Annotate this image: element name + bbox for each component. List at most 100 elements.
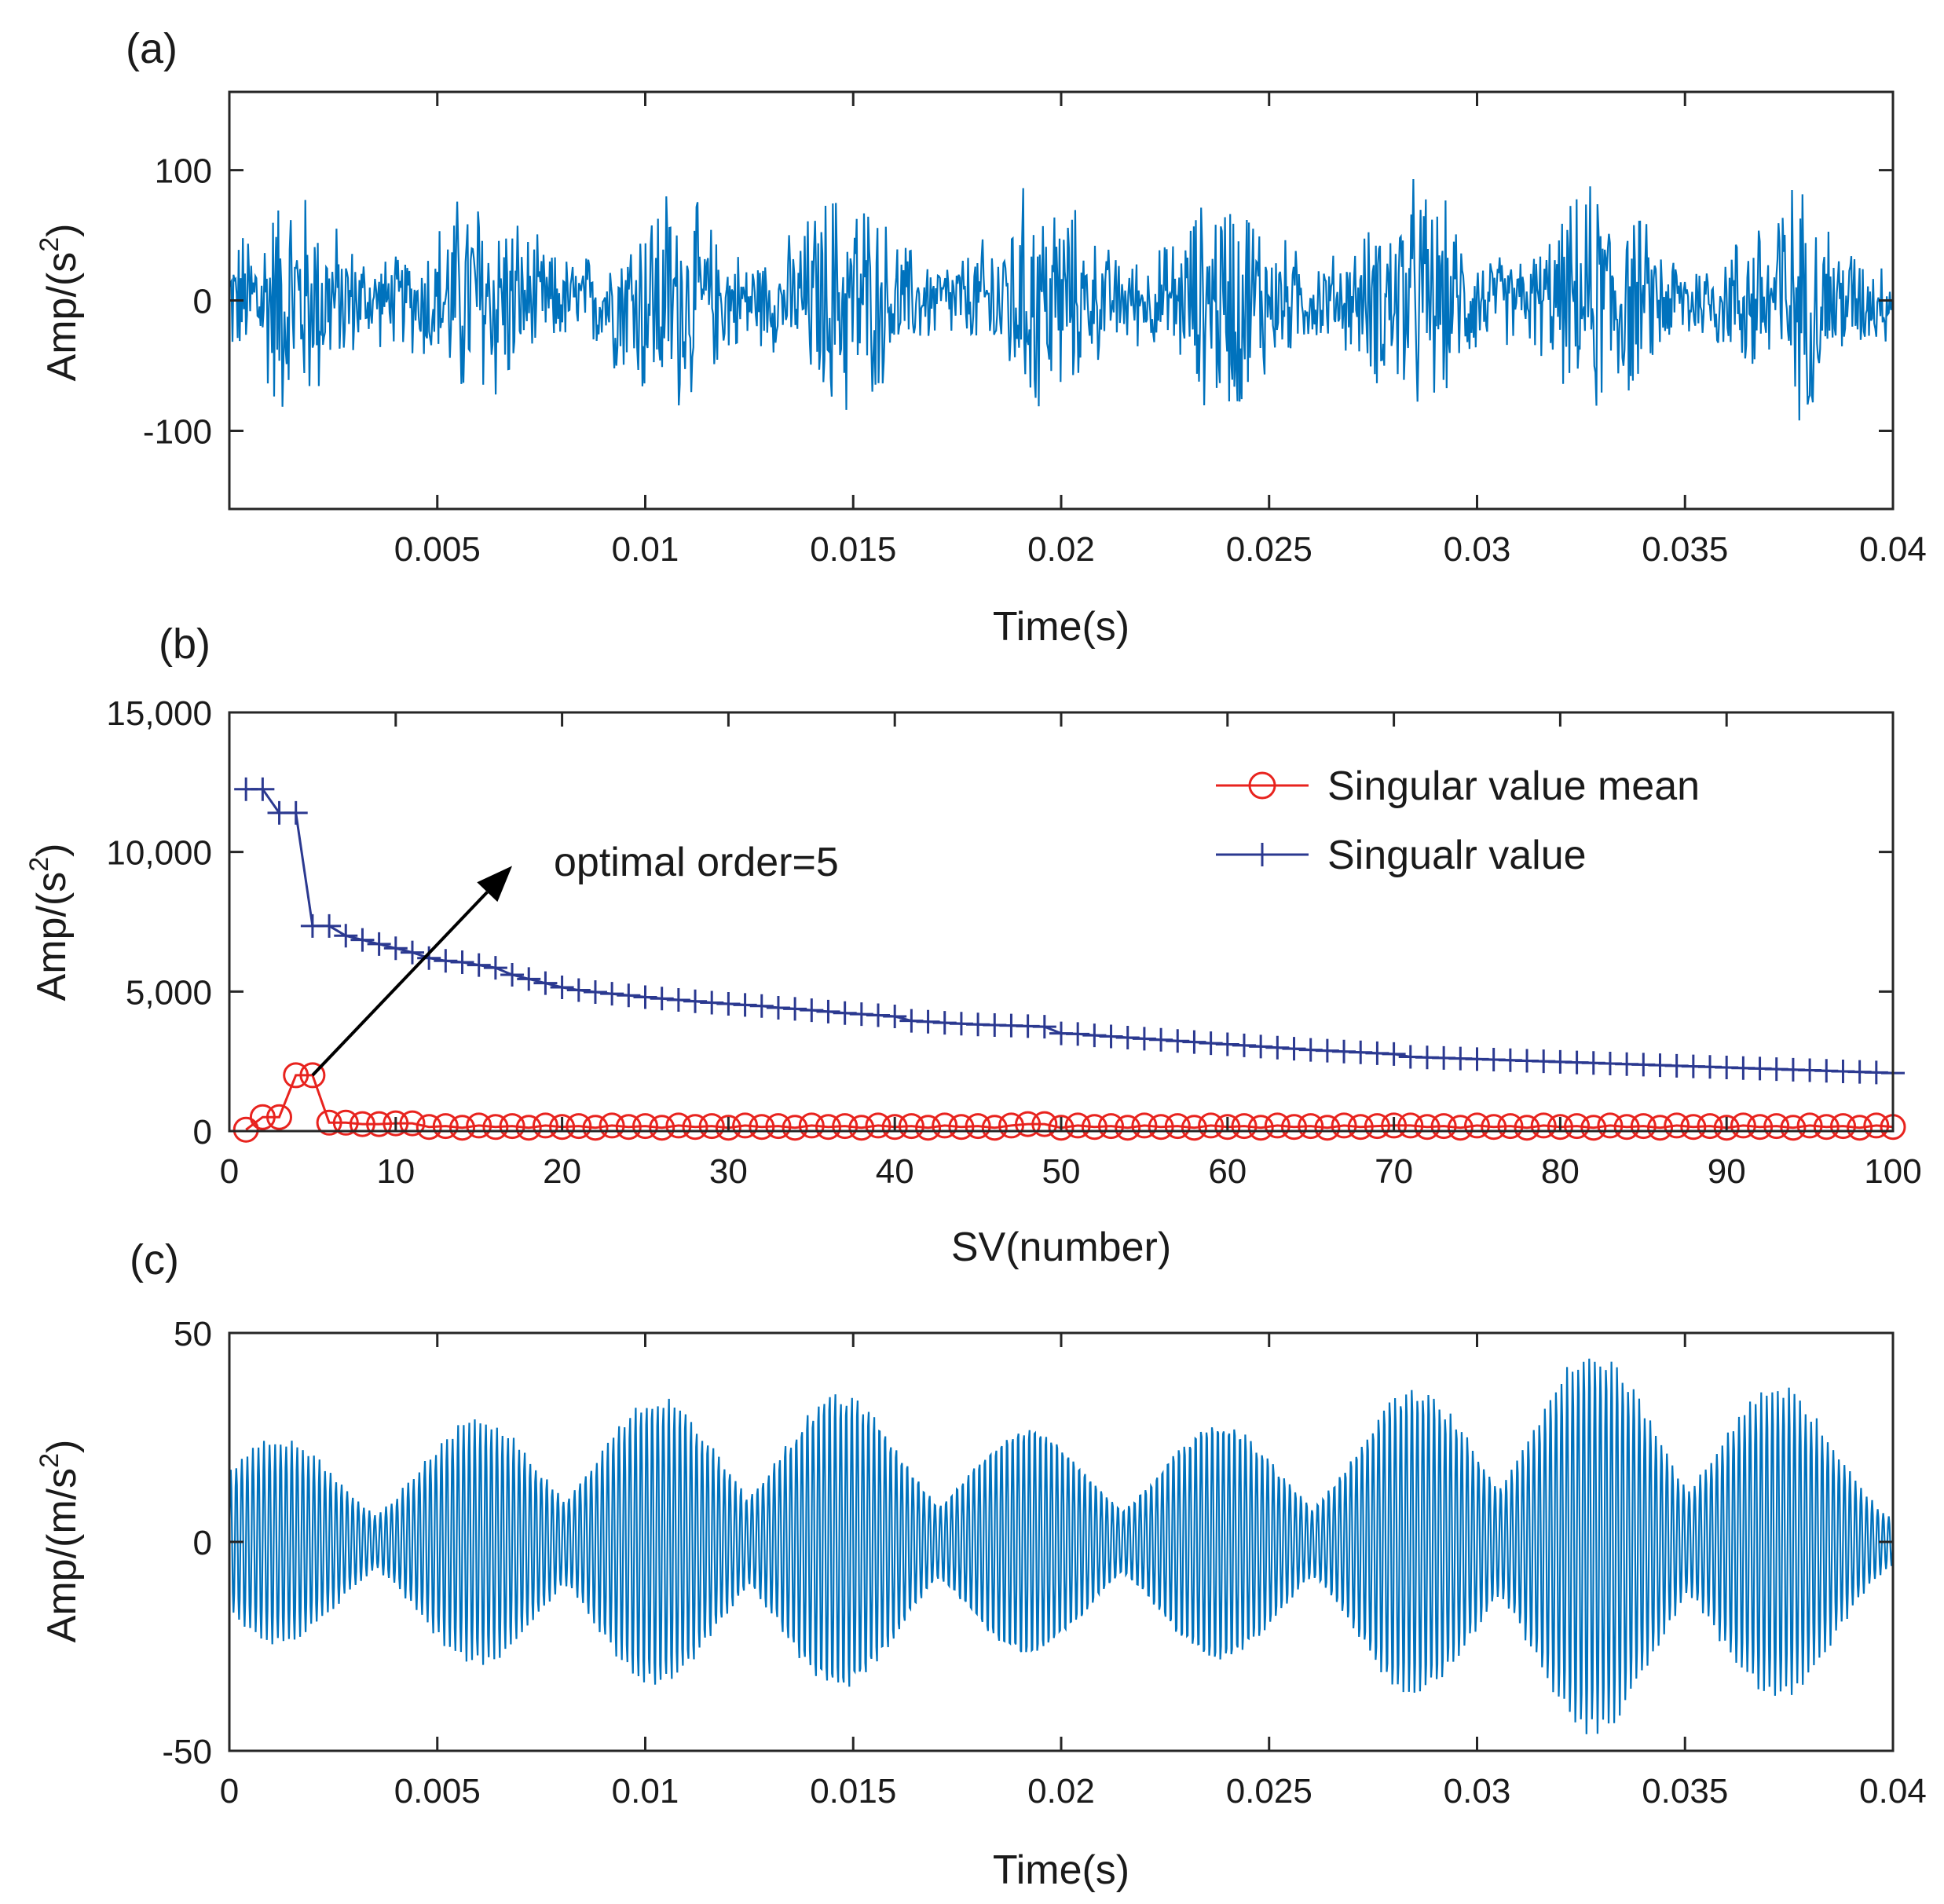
mean-point: [1198, 1112, 1225, 1139]
y-tick-label: 0: [193, 283, 212, 321]
mean-point: [1264, 1112, 1291, 1139]
sv-point: [500, 963, 525, 987]
y-ticks-b: 0 5,000 10,000 15,000: [106, 694, 1893, 1152]
mean-point: [1497, 1113, 1524, 1140]
x-axis-label-c: Time(s): [993, 1847, 1129, 1893]
y-label-base-c: Amp/(m/s: [39, 1468, 85, 1642]
mean-point: [1048, 1115, 1075, 1141]
sv-point: [434, 949, 458, 973]
x-tick-label: 40: [876, 1152, 914, 1191]
x-tick-label: 0.03: [1444, 530, 1511, 569]
x-tick-label: 30: [709, 1152, 748, 1191]
mean-point: [632, 1113, 658, 1140]
x-tick-label: 0.04: [1859, 530, 1927, 569]
mean-point: [932, 1112, 958, 1139]
x-ticks-c: 0 0.005 0.01 0.015 0.02 0.025 0.03 0.035 0.04: [220, 1333, 1927, 1811]
y-label-sup-b: 2: [24, 857, 54, 872]
mean-point: [232, 1116, 259, 1143]
x-ticks-b: 0 10 20 30 40 50 60 70 80 90 100: [220, 712, 1922, 1191]
mean-point: [965, 1113, 991, 1140]
mean-point: [316, 1109, 342, 1136]
mean-point: [1597, 1112, 1624, 1139]
x-tick-label: 60: [1208, 1152, 1247, 1191]
mean-point: [449, 1115, 475, 1141]
mean-point: [915, 1115, 942, 1141]
x-axis-label-b: SV(number): [951, 1225, 1171, 1270]
y-label-close-c: ): [39, 1440, 85, 1453]
sv-point: [583, 980, 607, 1005]
mean-point: [1298, 1113, 1324, 1140]
mean-point: [1647, 1115, 1673, 1141]
x-tick-label: 80: [1541, 1152, 1580, 1191]
x-tick-label: 0.02: [1027, 1772, 1095, 1811]
legend-marker-mean: [1248, 771, 1276, 800]
mean-point: [416, 1114, 442, 1141]
sv-point: [566, 978, 591, 1002]
x-tick-label: 100: [1864, 1152, 1921, 1191]
x-tick-label: 90: [1708, 1152, 1746, 1191]
mean-point: [482, 1114, 509, 1141]
mean-point: [549, 1114, 576, 1141]
y-tick-label: -100: [143, 412, 212, 451]
sv-point: [666, 987, 690, 1012]
mean-point: [1081, 1114, 1107, 1141]
mean-point: [1847, 1115, 1873, 1141]
x-tick-label: 0.02: [1027, 530, 1095, 569]
signal-line-a: [228, 178, 1895, 421]
y-axis-label-c: Amp/(m/s2): [35, 1440, 85, 1643]
sv-point: [450, 950, 474, 975]
mean-point: [1430, 1113, 1457, 1140]
panel-label-c: (c): [130, 1236, 179, 1283]
mean-point: [1697, 1113, 1723, 1140]
mean-point: [1414, 1114, 1441, 1141]
mean-point: [1747, 1114, 1774, 1141]
mean-point: [432, 1113, 459, 1140]
sv-point: [334, 924, 358, 948]
mean-point: [848, 1115, 875, 1141]
mean-point: [1098, 1113, 1124, 1140]
sv-point: [800, 998, 824, 1023]
mean-line: [245, 1074, 1894, 1131]
mean-point: [1464, 1112, 1490, 1139]
mean-point: [665, 1112, 692, 1139]
x-tick-label: 0.01: [612, 530, 679, 569]
mean-point: [515, 1115, 542, 1141]
mean-point: [1131, 1112, 1158, 1139]
y-tick-label: 50: [174, 1315, 212, 1353]
mean-point: [1231, 1113, 1258, 1140]
mean-point: [1630, 1113, 1657, 1140]
signal-path-c: [228, 1358, 1895, 1734]
mean-point: [582, 1115, 609, 1141]
mean-point: [749, 1114, 775, 1141]
arrow-head: [477, 866, 513, 903]
y-tick-label: 15,000: [106, 694, 212, 733]
y-ticks-c: -50 0 50: [162, 1315, 1893, 1771]
mean-point: [599, 1112, 625, 1139]
mean-point: [832, 1113, 859, 1140]
mean-point: [1115, 1115, 1141, 1141]
x-tick-label: 0.01: [612, 1772, 679, 1811]
y-label-close-b: ): [29, 844, 75, 857]
mean-point: [615, 1114, 642, 1141]
mean-point: [732, 1112, 759, 1139]
sv-point: [284, 800, 308, 825]
sv-point: [816, 999, 840, 1023]
mean-point: [798, 1112, 825, 1139]
sv-point: [749, 994, 774, 1018]
mean-point: [1364, 1113, 1390, 1140]
mean-point: [1713, 1115, 1740, 1141]
sv-point: [650, 987, 674, 1011]
mean-point: [1015, 1111, 1042, 1137]
sv-point: [783, 997, 807, 1021]
mean-point: [1547, 1114, 1573, 1141]
y-label-sup-a: 2: [35, 237, 64, 252]
mean-point: [1148, 1114, 1174, 1141]
mean-point: [1763, 1113, 1790, 1140]
mean-point: [1181, 1115, 1207, 1141]
sv-point: [883, 1004, 907, 1028]
legend-label-mean: Singular value mean: [1327, 763, 1700, 809]
mean-point: [782, 1115, 808, 1141]
panel-label-a: (a): [126, 25, 178, 72]
x-tick-label: 0: [220, 1772, 239, 1811]
mean-point: [1397, 1112, 1424, 1139]
